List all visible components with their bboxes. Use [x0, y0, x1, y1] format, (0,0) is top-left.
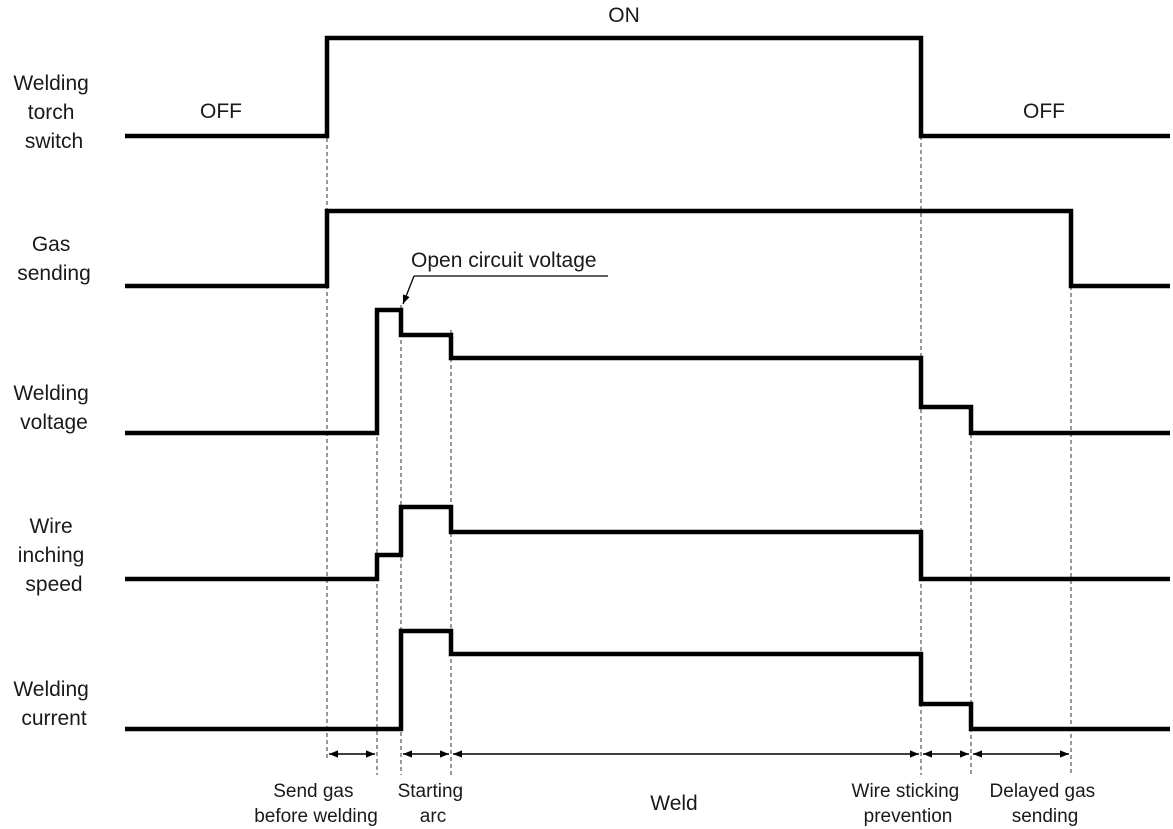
- state-labels: ON OFF OFF: [200, 4, 1065, 123]
- label-welding-voltage: Welding voltage: [13, 382, 94, 434]
- phase-labels: Send gas before welding Starting arc Wel…: [254, 781, 1101, 827]
- phase-label-delayed-gas: Delayed gas sending: [990, 781, 1101, 827]
- state-off-right-label: OFF: [1023, 100, 1065, 123]
- state-off-left-label: OFF: [200, 100, 242, 123]
- open-circuit-voltage-callout: Open circuit voltage: [402, 249, 608, 305]
- waveform-welding-voltage: [125, 307, 1170, 436]
- signal-labels: Welding torch switch Gas sending Welding…: [13, 72, 94, 730]
- waveform-welding-current: [125, 628, 1170, 732]
- callout-leader: [402, 275, 415, 305]
- label-gas-sending: Gas sending: [17, 233, 91, 285]
- waveform-torch-switch: [125, 35, 1170, 139]
- phase-label-starting-arc: Starting arc: [398, 781, 469, 827]
- guide-lines: [326, 136, 1072, 775]
- callout-label: Open circuit voltage: [411, 249, 597, 272]
- phase-label-send-gas: Send gas before welding: [254, 781, 378, 827]
- state-on-label: ON: [608, 4, 640, 27]
- phase-label-weld: Weld: [650, 792, 697, 815]
- label-wire-inching-speed: Wire inching speed: [18, 515, 90, 596]
- label-welding-torch-switch: Welding torch switch: [13, 72, 94, 153]
- waveform-wire-inching-speed: [125, 504, 1170, 582]
- label-welding-current: Welding current: [13, 678, 94, 730]
- phase-label-wire-sticking: Wire sticking prevention: [852, 781, 965, 827]
- waveform-gas-sending: [125, 208, 1170, 289]
